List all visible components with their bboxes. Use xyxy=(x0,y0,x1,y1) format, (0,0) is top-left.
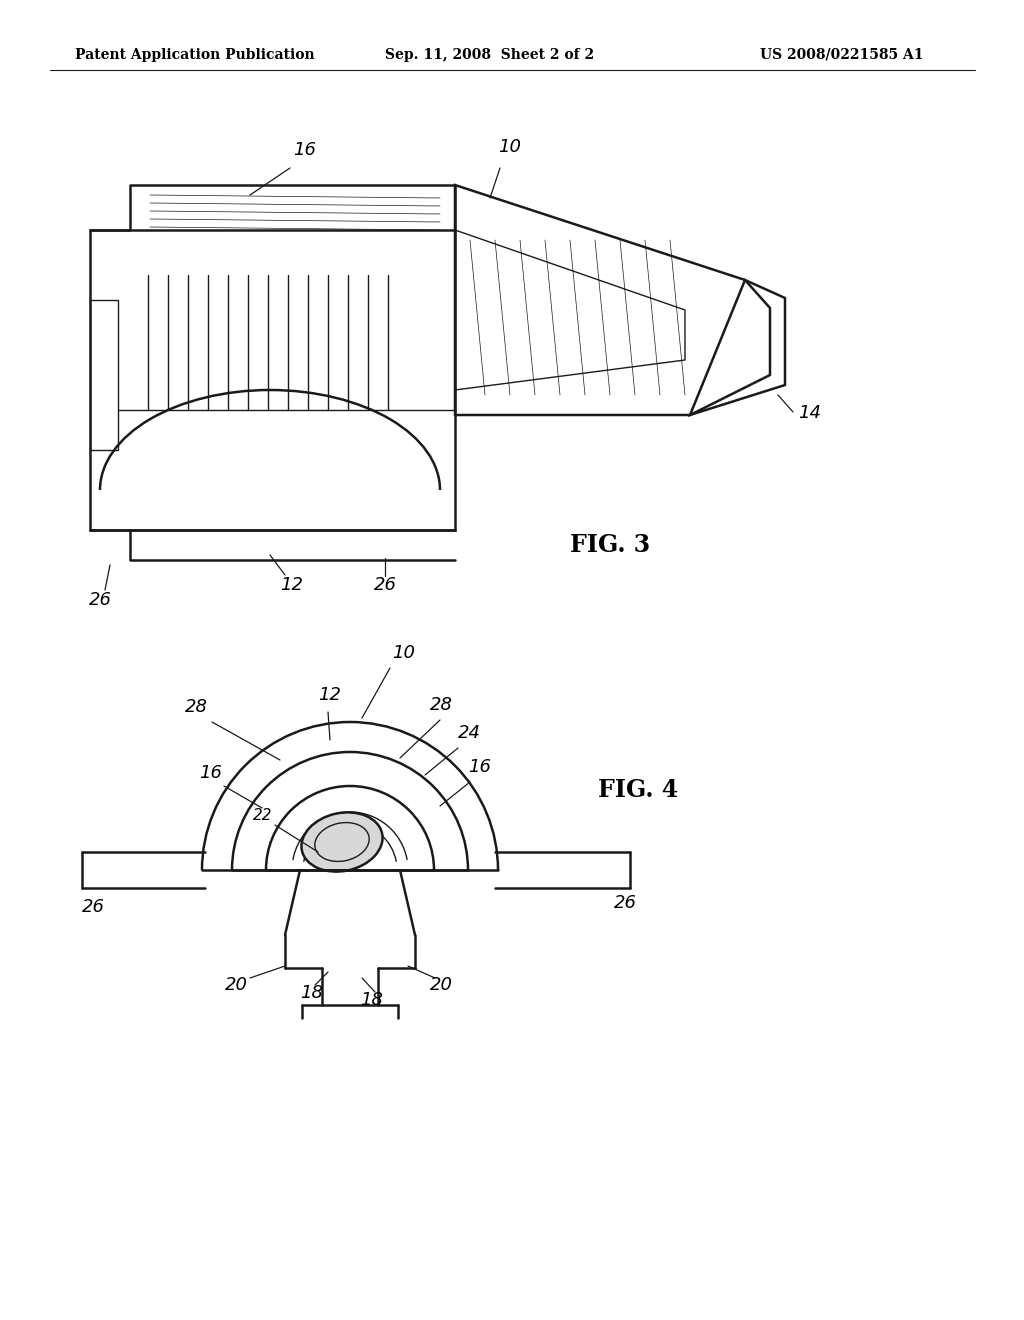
Text: 24: 24 xyxy=(458,723,481,742)
Text: 20: 20 xyxy=(225,975,248,994)
Text: 18: 18 xyxy=(300,983,324,1002)
Text: 12: 12 xyxy=(318,686,341,704)
Text: Patent Application Publication: Patent Application Publication xyxy=(75,48,314,62)
Text: 26: 26 xyxy=(88,591,112,609)
Text: 20: 20 xyxy=(430,975,453,994)
Text: 18: 18 xyxy=(360,991,384,1008)
Text: 26: 26 xyxy=(82,898,105,916)
Text: 28: 28 xyxy=(430,696,453,714)
Text: 10: 10 xyxy=(499,139,521,156)
Text: 16: 16 xyxy=(468,758,490,776)
Text: FIG. 3: FIG. 3 xyxy=(570,533,650,557)
Text: 16: 16 xyxy=(199,764,222,781)
Text: 26: 26 xyxy=(614,894,637,912)
Text: FIG. 4: FIG. 4 xyxy=(598,777,678,803)
Text: 16: 16 xyxy=(294,141,316,158)
Text: 22: 22 xyxy=(253,808,272,822)
Ellipse shape xyxy=(301,812,383,871)
Text: 28: 28 xyxy=(185,698,208,715)
Text: 12: 12 xyxy=(281,576,303,594)
Text: Sep. 11, 2008  Sheet 2 of 2: Sep. 11, 2008 Sheet 2 of 2 xyxy=(385,48,595,62)
Text: US 2008/0221585 A1: US 2008/0221585 A1 xyxy=(760,48,924,62)
Text: 14: 14 xyxy=(798,404,821,422)
Text: 26: 26 xyxy=(374,576,396,594)
Text: 10: 10 xyxy=(392,644,415,663)
